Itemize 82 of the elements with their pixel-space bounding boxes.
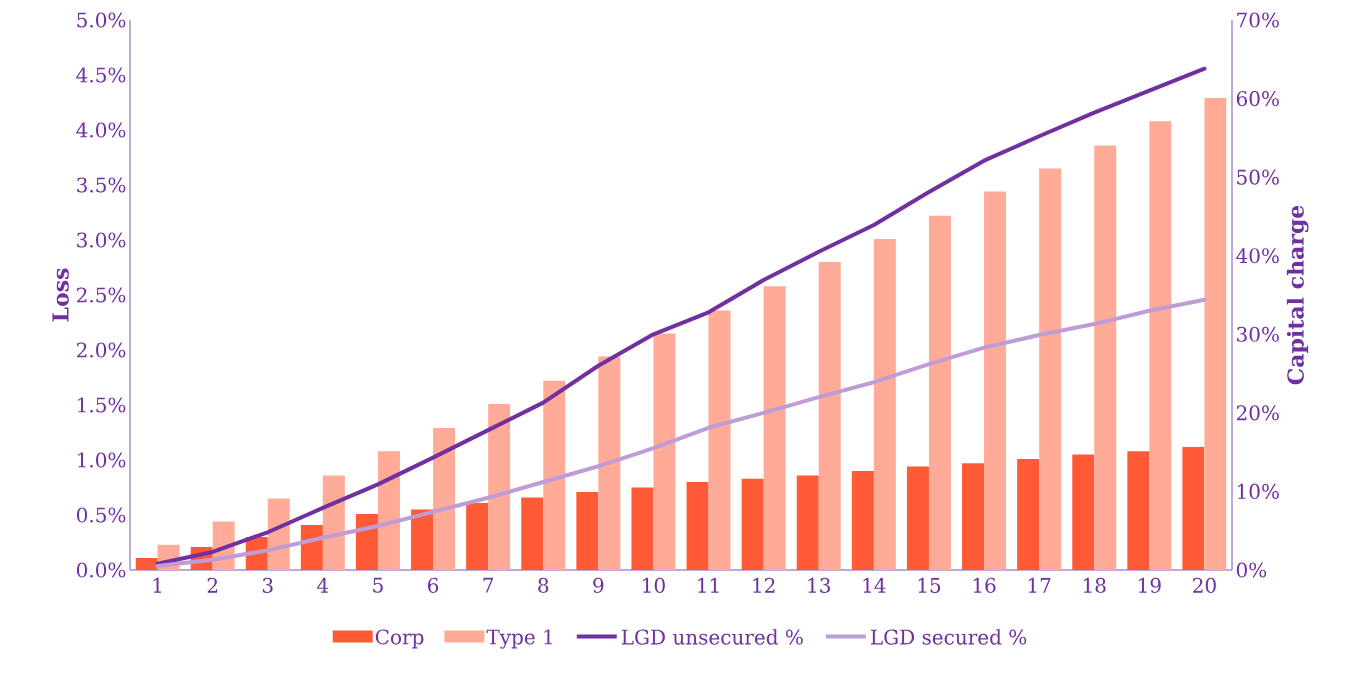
line-series [155,297,1207,569]
y-tick-label: 5.0% [77,12,126,28]
y2-axis-title: Capital charge [1286,205,1309,385]
bar [631,487,654,570]
bar [488,403,511,570]
bar [851,471,874,570]
x-tick-label: 17 [1028,577,1051,593]
x-tick-label: 4 [317,577,329,593]
y2-tick-label: 20% [1236,405,1279,421]
legend-label: Corp [375,629,424,649]
y2-tick-label: 50% [1237,169,1279,185]
bar [1204,98,1227,570]
x-tick-label: 14 [863,577,886,593]
bar [377,451,400,570]
x-tick-label: 10 [643,577,665,593]
legend-label: LGD secured % [871,629,1027,645]
bar [135,557,158,570]
line-series [155,66,1207,566]
legend-label: LGD unsecured % [621,629,803,645]
bar [300,524,323,570]
bar [741,478,764,570]
bar [355,513,378,570]
bar [1072,454,1095,570]
bar [818,262,841,570]
bar [466,502,489,570]
y-tick-label: 3.5% [77,177,126,193]
bar [322,475,345,570]
y2-tick-label: 0% [1236,562,1267,578]
bar [598,356,621,570]
y2-tick-label: 10% [1237,483,1279,499]
bar [984,191,1007,570]
bar [1127,451,1150,570]
bar [906,466,929,570]
bar [653,333,676,570]
x-tick-label: 12 [753,577,775,593]
bar [521,497,544,570]
y-tick-label: 1.0% [78,452,126,468]
bar [928,215,951,570]
x-tick-label: 6 [428,577,439,593]
y-tick-label: 1.5% [78,397,126,413]
x-tick-label: 3 [262,577,273,593]
x-tick-label: 20 [1193,577,1216,593]
x-tick-label: 5 [373,577,383,593]
y-tick-label: 0.0% [76,562,126,578]
y2-tick-label: 60% [1236,91,1279,107]
bar [962,463,985,570]
x-tick-label: 2 [207,577,218,593]
y2-tick-label: 40% [1236,248,1279,264]
y-axis-title: Loss [52,268,69,322]
y-tick-label: 4.0% [76,122,126,138]
x-tick-label: 19 [1139,577,1161,593]
bar [1182,446,1205,570]
x-tick-label: 1 [153,577,162,593]
y2-tick-label: 70% [1237,12,1279,28]
y-tick-label: 3.0% [77,232,126,248]
y-tick-label: 2.0% [77,342,126,358]
bar [1149,121,1172,570]
y-tick-label: 4.5% [76,67,126,83]
bar [576,491,599,570]
x-tick-label: 7 [483,577,494,593]
bar [1017,458,1040,570]
x-tick-label: 11 [698,577,719,593]
x-tick-label: 9 [593,577,604,593]
legend-label: Type 1 [486,629,552,649]
x-tick-label: 18 [1083,577,1106,593]
bar [1094,145,1117,570]
x-tick-label: 16 [973,577,996,593]
bar [708,310,731,570]
bar [873,238,896,570]
y-tick-label: 0.5% [76,507,126,523]
y-tick-label: 2.5% [77,287,126,303]
x-tick-label: 13 [808,577,830,593]
bar [411,509,434,570]
bar [433,428,456,570]
y2-tick-label: 30% [1237,326,1279,342]
bar [1039,168,1062,570]
x-tick-label: 8 [538,577,549,593]
bar [763,286,786,570]
bar [796,475,819,570]
x-tick-label: 15 [918,577,941,593]
bar [686,482,709,570]
bar [543,380,566,570]
